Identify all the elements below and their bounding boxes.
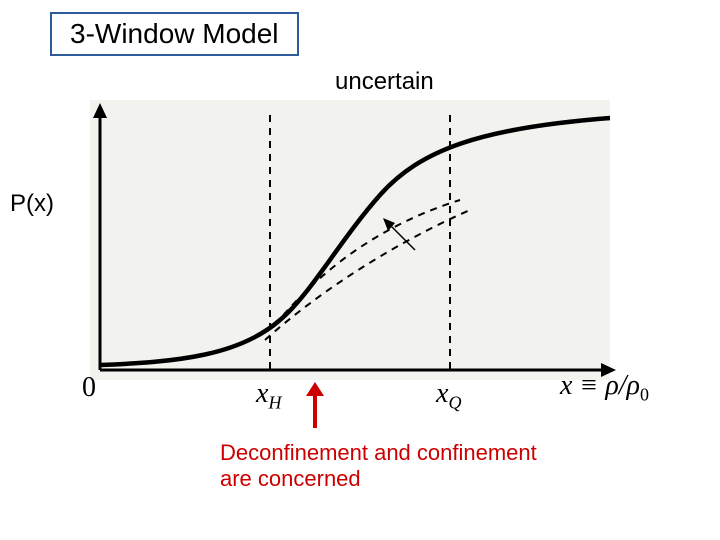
title-box: 3-Window Model [50, 12, 299, 56]
red-note-line2: are concerned [220, 466, 361, 492]
title-text: 3-Window Model [70, 18, 279, 49]
uncertain-label: uncertain [335, 68, 434, 96]
axis-xh: xH [256, 378, 281, 414]
axis-def: x ≡ ρ/ρ0 [560, 370, 649, 406]
plot-area [60, 100, 620, 410]
red-note-line1: Deconfinement and confinement [220, 440, 537, 466]
red-up-arrow [300, 380, 330, 430]
y-axis-label: P(x) [10, 190, 54, 218]
plot-bg [90, 100, 610, 380]
axis-xq: xQ [436, 378, 461, 414]
axis-zero: 0 [82, 372, 96, 404]
